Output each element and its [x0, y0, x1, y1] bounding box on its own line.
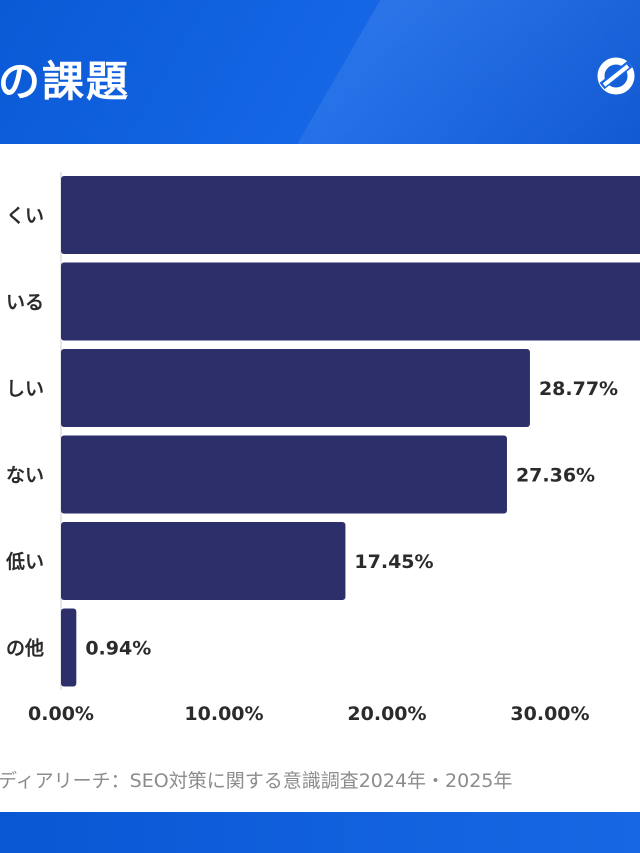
category-label: しい [6, 378, 44, 400]
category-label: ない [6, 465, 44, 487]
bars-group [61, 176, 640, 687]
x-tick-labels: 0.00% 10.00% 20.00% 30.00% [28, 703, 590, 725]
category-label: の他 [6, 637, 44, 660]
value-label: 28.77% [539, 378, 618, 400]
bar-6 [61, 608, 77, 687]
x-tick-label: 20.00% [347, 703, 426, 725]
value-label: 27.36% [516, 465, 595, 487]
category-label: くい [6, 205, 44, 227]
brand-logo-icon [597, 57, 635, 95]
x-tick-label: 0.00% [28, 703, 94, 725]
bar-4 [61, 435, 507, 514]
footer-bar [0, 812, 640, 853]
value-label: 0.94% [85, 638, 151, 660]
category-label: いる [6, 292, 44, 314]
category-label: 低い [5, 550, 44, 573]
bar-1 [61, 176, 640, 254]
x-tick-label: 30.00% [510, 703, 589, 725]
source-caption: ディアリーチ：SEO対策に関する意識調査2024年・2025年 [0, 770, 513, 792]
value-labels: 28.77% 27.36% 17.45% 0.94% [85, 378, 618, 660]
bar-3 [61, 349, 530, 427]
value-label: 17.45% [354, 551, 433, 573]
page-title: の課題 [0, 57, 131, 106]
header-highlight [253, 0, 640, 144]
header-banner: の課題 [0, 0, 640, 144]
bar-5 [61, 522, 346, 600]
x-tick-label: 10.00% [184, 703, 263, 725]
bar-2 [61, 262, 640, 341]
